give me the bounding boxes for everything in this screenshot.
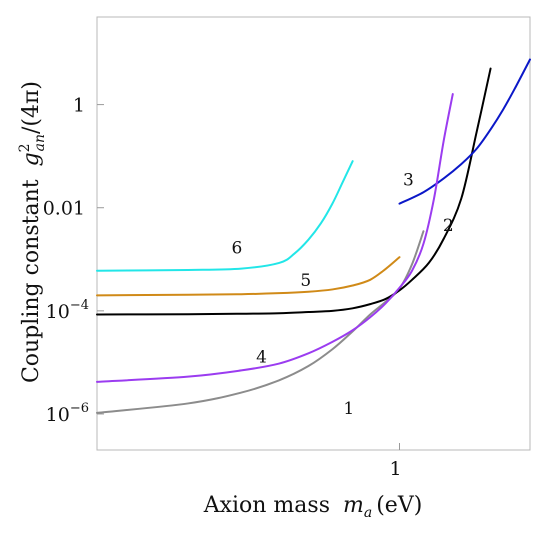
y-axis-subscript: an [32, 134, 48, 151]
series-label-3: 3 [403, 170, 414, 190]
y-axis-superscript: 2 [17, 143, 33, 152]
y-axis-title: Coupling constant g2an/(4π) [17, 81, 48, 383]
y-axis: 10−6 10−4 0.01 1 [43, 95, 104, 426]
series-label-2: 2 [443, 216, 454, 236]
x-axis-symbol: m [343, 493, 364, 518]
series-labels: 1 2 3 4 5 6 [231, 170, 453, 418]
series-line-1 [96, 230, 425, 414]
series-line-6 [96, 160, 354, 272]
series-label-1: 1 [343, 399, 354, 419]
x-axis-title-text: Axion mass [203, 493, 330, 518]
y-axis-suffix: /(4π) [19, 81, 44, 134]
y-tick-label: 10−6 [46, 401, 89, 426]
y-tick-label: 0.01 [43, 198, 85, 220]
plot-frame [96, 16, 531, 451]
y-tick-label: 10−4 [46, 298, 89, 323]
series-lines [96, 58, 531, 414]
series-label-5: 5 [300, 271, 311, 291]
series-label-6: 6 [231, 238, 242, 258]
series-label-4: 4 [256, 347, 267, 367]
y-axis-symbol: g [19, 152, 44, 166]
series-line-3 [398, 58, 531, 205]
x-tick-label: 1 [389, 458, 401, 480]
y-axis-title-text: Coupling constant [19, 179, 44, 383]
series-line-4 [96, 93, 454, 383]
series-line-2 [96, 67, 492, 316]
x-axis-title: Axion mass ma (eV) [203, 493, 423, 521]
series-line-5 [96, 256, 401, 297]
x-axis-subscript: a [364, 505, 372, 521]
x-axis-unit: (eV) [376, 493, 422, 518]
y-tick-label: 1 [73, 95, 85, 117]
x-axis: 1 [389, 443, 402, 480]
